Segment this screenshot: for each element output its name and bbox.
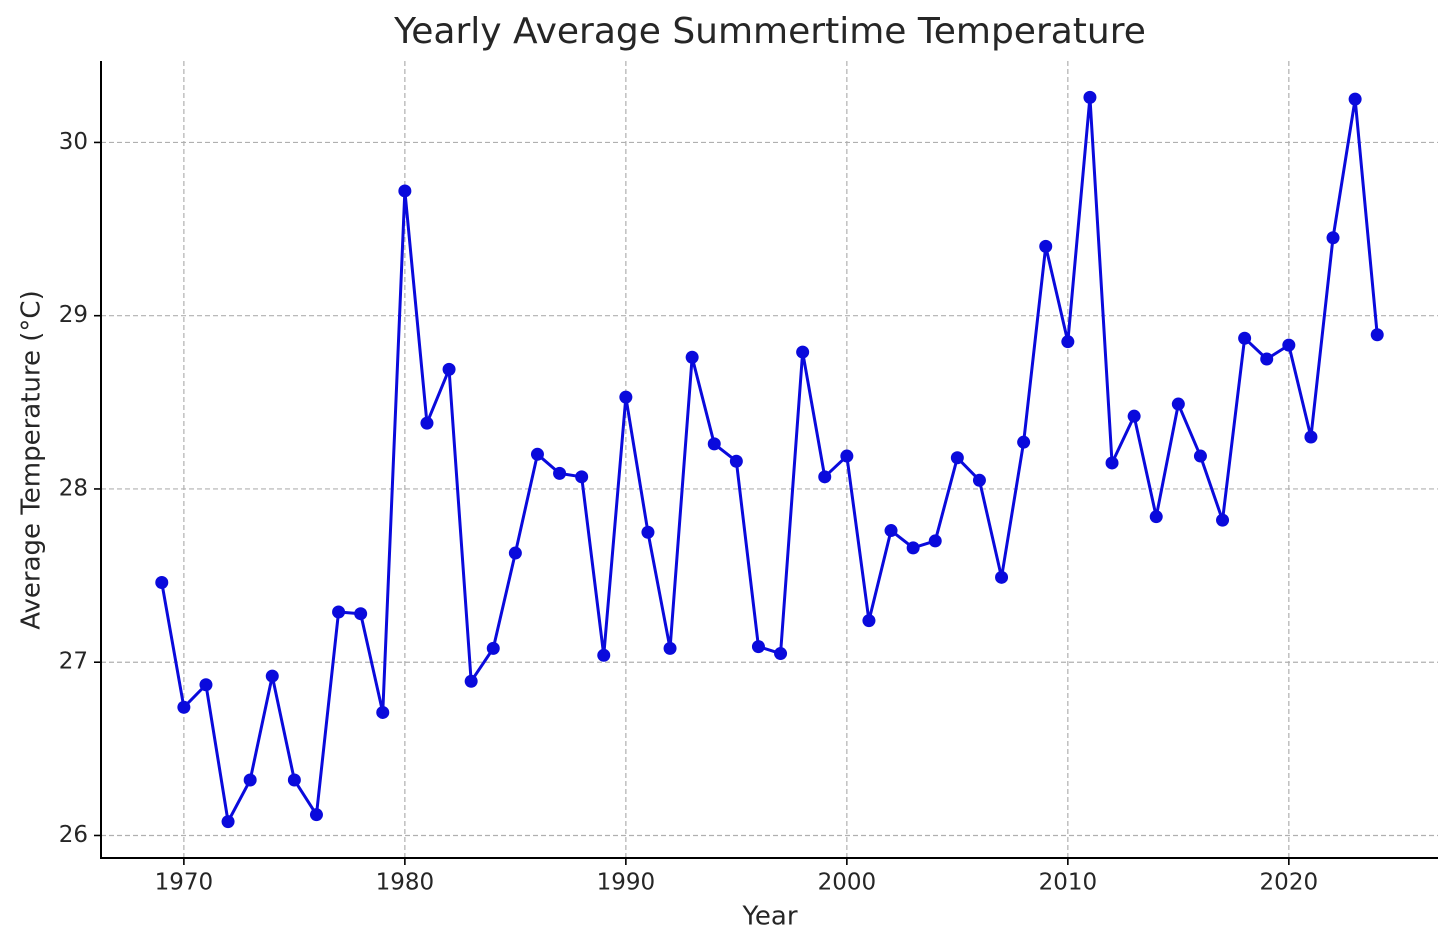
data-point	[1282, 338, 1296, 352]
data-point	[729, 454, 743, 468]
data-point	[243, 773, 257, 787]
data-point	[1149, 510, 1163, 524]
data-point	[818, 470, 832, 484]
data-point	[1193, 449, 1207, 463]
data-point	[597, 648, 611, 662]
data-point	[376, 705, 390, 719]
data-point	[199, 678, 213, 692]
data-point	[796, 345, 810, 359]
data-point	[995, 570, 1009, 584]
data-point	[177, 700, 191, 714]
data-point	[155, 576, 169, 590]
data-point	[1304, 430, 1318, 444]
data-point	[1017, 435, 1031, 449]
data-point	[1326, 231, 1340, 245]
data-point	[1127, 409, 1141, 423]
data-point	[464, 674, 478, 688]
data-point	[1370, 328, 1384, 342]
data-point	[972, 473, 986, 487]
data-point	[398, 184, 412, 198]
x-tick-label: 2010	[1039, 870, 1098, 896]
data-point	[530, 447, 544, 461]
x-axis-label: Year	[741, 902, 797, 932]
data-point	[641, 525, 655, 539]
data-point	[663, 641, 677, 655]
data-point	[287, 773, 301, 787]
x-tick-label: 2000	[818, 870, 877, 896]
y-tick-label: 28	[59, 475, 88, 501]
data-point	[332, 605, 346, 619]
data-point	[1238, 331, 1252, 345]
chart-title: Yearly Average Summertime Temperature	[393, 11, 1146, 52]
data-point	[420, 416, 434, 430]
y-tick-label: 30	[59, 129, 88, 155]
data-point	[309, 808, 323, 822]
data-point	[1061, 335, 1075, 349]
x-tick-label: 1980	[376, 870, 435, 896]
data-point	[619, 390, 633, 404]
data-point	[884, 524, 898, 538]
data-point	[1171, 397, 1185, 411]
data-point	[707, 437, 721, 451]
data-point	[751, 640, 765, 654]
data-line	[160, 95, 1379, 824]
x-tick-label: 2020	[1260, 870, 1319, 896]
data-point	[1039, 239, 1053, 253]
x-tick-label: 1990	[597, 870, 656, 896]
data-point	[928, 534, 942, 548]
data-point	[508, 546, 522, 560]
data-point	[774, 647, 788, 661]
data-point	[1348, 92, 1362, 106]
data-point	[486, 641, 500, 655]
x-tick-label: 1970	[155, 870, 214, 896]
data-point	[354, 607, 368, 621]
y-tick-label: 26	[59, 822, 88, 848]
data-point	[442, 362, 456, 376]
data-point	[553, 466, 567, 480]
data-point	[1260, 352, 1274, 366]
data-point	[685, 350, 699, 364]
y-tick-label: 27	[59, 649, 88, 675]
data-point	[575, 470, 589, 484]
data-point	[1216, 513, 1230, 527]
data-point	[1105, 456, 1119, 470]
y-axis-label: Average Temperature (°C)	[17, 290, 47, 629]
y-tick-label: 29	[59, 302, 88, 328]
data-point	[862, 614, 876, 628]
data-point	[1083, 90, 1097, 104]
data-point	[265, 669, 279, 683]
data-point	[906, 541, 920, 555]
data-point	[221, 815, 235, 829]
data-point	[950, 451, 964, 465]
data-point	[840, 449, 854, 463]
